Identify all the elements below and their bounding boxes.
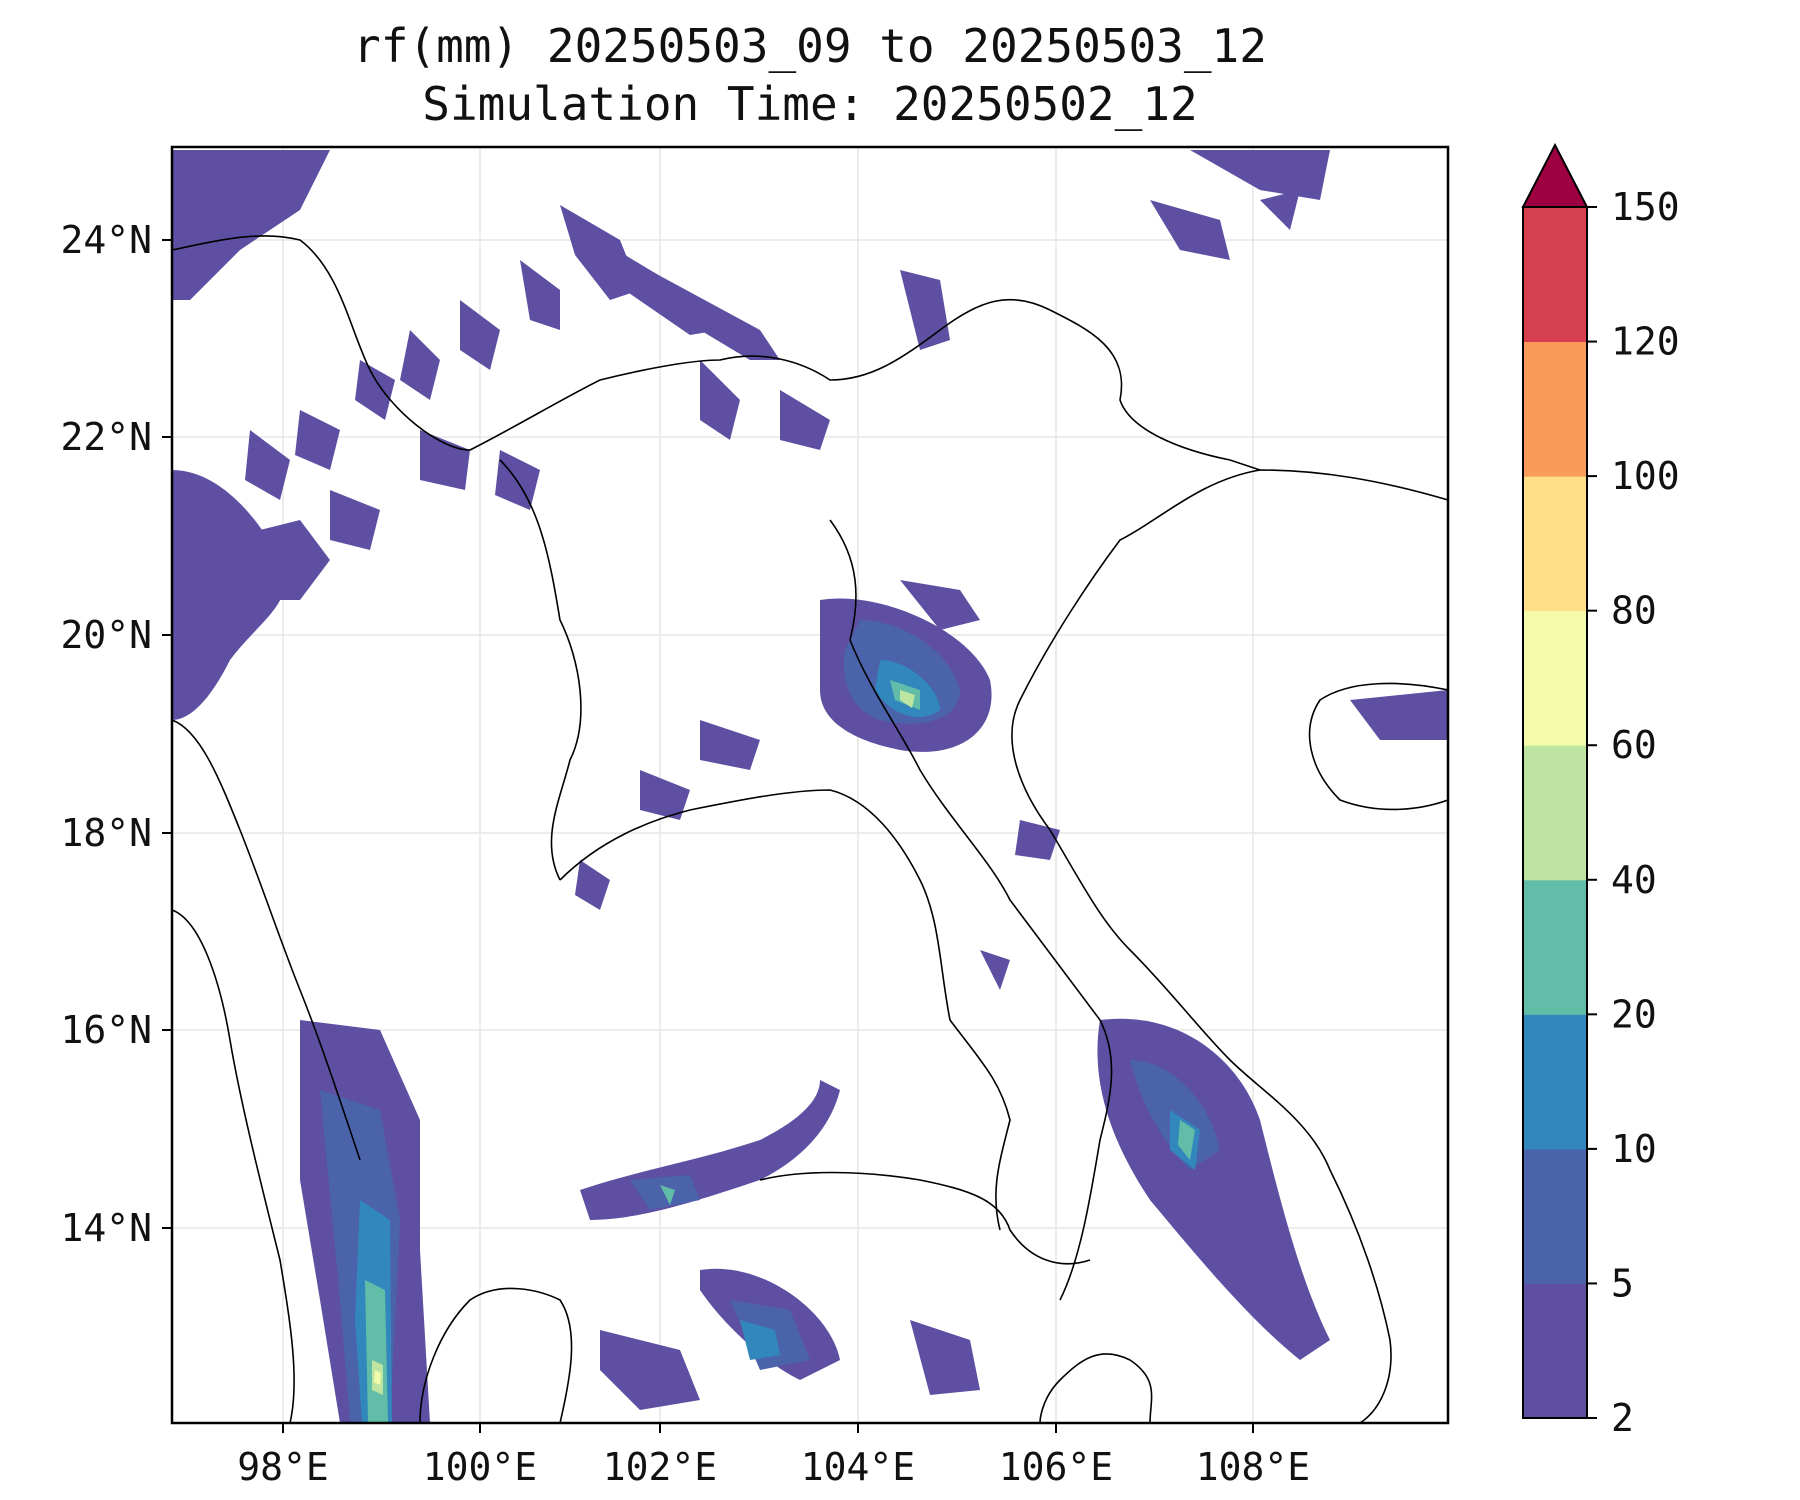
colorbar-segment <box>1523 745 1587 881</box>
lon-tick-label: 100°E <box>423 1445 537 1489</box>
colorbar-tick-label: 40 <box>1611 858 1657 902</box>
lat-tick-label: 20°N <box>60 613 152 657</box>
lon-tick-label: 98°E <box>237 1445 329 1489</box>
colorbar-segment <box>1523 879 1587 1015</box>
colorbar-segment <box>1523 476 1587 612</box>
map-panel: 98°E 100°E 102°E 104°E 106°E 108°E 24°N … <box>60 145 1450 1489</box>
lon-tick-label: 108°E <box>1196 1445 1310 1489</box>
colorbar-segment <box>1523 1148 1587 1284</box>
lat-tick-label: 24°N <box>60 218 152 262</box>
colorbar-segment <box>1523 207 1587 343</box>
colorbar: 2 5 10 20 40 60 80 100 120 150 <box>1521 142 1680 1440</box>
colorbar-segment <box>1523 610 1587 746</box>
lat-tick-label: 18°N <box>60 811 152 855</box>
colorbar-extend-arrow <box>1521 142 1589 208</box>
map-ticks <box>162 239 1254 1433</box>
colorbar-tick-label: 20 <box>1611 992 1657 1036</box>
colorbar-tick-label: 5 <box>1611 1261 1634 1305</box>
colorbar-frame <box>1522 206 1588 1419</box>
lon-tick-label: 102°E <box>603 1445 717 1489</box>
lat-tick-label: 14°N <box>60 1206 152 1250</box>
colorbar-tick-label: 150 <box>1611 185 1680 229</box>
lon-tick-label: 104°E <box>801 1445 915 1489</box>
colorbar-tick-label: 60 <box>1611 723 1657 767</box>
title-line-1: rf(mm) 20250503_09 to 20250503_12 <box>353 19 1267 73</box>
coastlines-and-borders <box>172 235 1448 1423</box>
rain-60-80mm <box>374 1370 381 1385</box>
map-frame <box>170 145 1450 1425</box>
colorbar-tick-label: 100 <box>1611 454 1680 498</box>
title-line-2: Simulation Time: 20250502_12 <box>422 77 1197 131</box>
colorbar-tick-label: 2 <box>1611 1396 1634 1440</box>
lon-tick-label: 106°E <box>999 1445 1113 1489</box>
rainfall-field <box>172 150 1448 1423</box>
colorbar-segment <box>1523 1283 1587 1419</box>
colorbar-tick-label: 120 <box>1611 320 1680 364</box>
colorbar-segment <box>1523 1014 1587 1150</box>
rain-2-5mm <box>172 150 1448 1423</box>
colorbar-tick-label: 10 <box>1611 1127 1657 1171</box>
colorbar-segment <box>1523 341 1587 477</box>
colorbar-tick-label: 80 <box>1611 589 1657 633</box>
lat-tick-label: 16°N <box>60 1008 152 1052</box>
lat-tick-label: 22°N <box>60 415 152 459</box>
